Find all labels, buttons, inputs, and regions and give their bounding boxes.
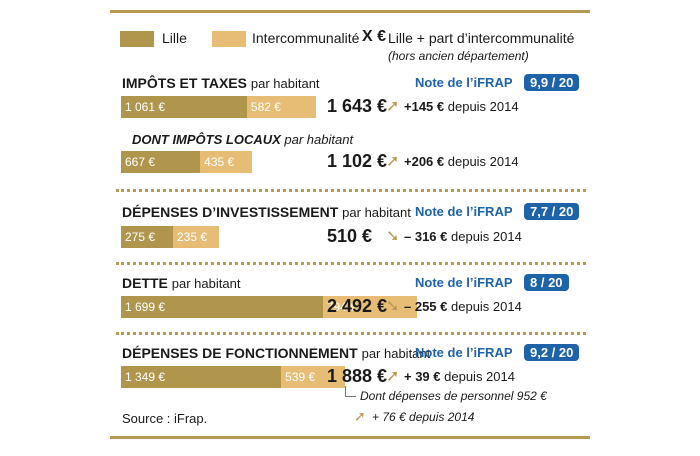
legend-x-label: Lille + part d’intercommunalité bbox=[388, 30, 575, 46]
bar-fonctionnement: 1 349 € 539 € bbox=[121, 366, 346, 388]
arrow-down-icon: ➘ bbox=[386, 228, 400, 245]
note-label: Note de l’iFRAP bbox=[415, 345, 513, 360]
section-title-text: IMPÔTS ET TAXES bbox=[122, 75, 247, 91]
section-title-impots-locaux: DONT IMPÔTS LOCAUX par habitant bbox=[132, 132, 353, 147]
arrow-up-icon: ➚ bbox=[386, 368, 400, 385]
personnel-note: Dont dépenses de personnel 952 € bbox=[360, 389, 547, 403]
section-title-text: DETTE bbox=[122, 275, 168, 291]
note-label: Note de l’iFRAP bbox=[415, 275, 513, 290]
note-label: Note de l’iFRAP bbox=[415, 204, 513, 219]
section-per-text: par habitant bbox=[171, 276, 241, 291]
section-per-text: par habitant bbox=[250, 76, 320, 91]
total-investissement: 510 € bbox=[327, 226, 373, 246]
divider bbox=[116, 189, 586, 192]
change-suffix: depuis 2014 bbox=[447, 99, 519, 114]
bar-segment-inter: 539 € bbox=[281, 366, 346, 388]
bar-segment-inter: 582 € bbox=[246, 96, 316, 118]
section-title-fonctionnement: DÉPENSES DE FONCTIONNEMENT par habitant bbox=[122, 345, 430, 361]
bar-dette: 1 699 € 794 € bbox=[121, 296, 417, 318]
bar-segment-inter: 794 € bbox=[322, 296, 417, 318]
connector-line bbox=[345, 386, 356, 397]
note-badge: 9,2 / 20 bbox=[524, 344, 580, 361]
legend-label-lille: Lille bbox=[162, 30, 187, 46]
top-rule bbox=[110, 10, 590, 13]
section-title-text: DONT IMPÔTS LOCAUX bbox=[132, 132, 281, 147]
section-per-text: par habitant bbox=[361, 346, 431, 361]
bottom-rule bbox=[110, 436, 590, 439]
note-badge: 9,9 / 20 bbox=[524, 74, 580, 91]
arrow-up-icon: ➚ bbox=[386, 153, 400, 170]
section-per-text: par habitant bbox=[342, 205, 411, 220]
bar-impots: 1 061 € 582 € bbox=[121, 96, 316, 118]
bar-impots-locaux: 667 € 435 € bbox=[121, 151, 252, 173]
legend-swatch-inter bbox=[212, 31, 246, 47]
legend-label-inter: Intercommunalité bbox=[252, 30, 360, 46]
arrow-down-icon: ➘ bbox=[386, 298, 400, 315]
personnel-change: + 76 € depuis 2014 bbox=[372, 410, 475, 424]
section-per-text: par habitant bbox=[284, 132, 354, 147]
bar-segment-lille: 1 349 € bbox=[121, 366, 282, 388]
arrow-up-icon: ➚ bbox=[354, 408, 366, 424]
change-impots-locaux: +206 € depuis 2014 bbox=[404, 154, 519, 169]
note-badge: 8 / 20 bbox=[524, 274, 569, 291]
total-impots-locaux: 1 102 € bbox=[327, 151, 388, 171]
total-fonctionnement: 1 888 € bbox=[327, 366, 388, 386]
section-title-impots: IMPÔTS ET TAXES par habitant bbox=[122, 75, 320, 91]
bar-segment-inter: 435 € bbox=[200, 151, 252, 173]
change-impots: +145 € depuis 2014 bbox=[404, 99, 519, 114]
legend-x-symbol: X € bbox=[362, 28, 387, 45]
change-fonctionnement: + 39 € depuis 2014 bbox=[404, 369, 515, 384]
section-title-investissement: DÉPENSES D’INVESTISSEMENT par habitant bbox=[122, 204, 411, 220]
divider bbox=[116, 332, 586, 335]
divider bbox=[116, 262, 586, 265]
bar-segment-lille: 1 699 € bbox=[121, 296, 323, 318]
change-value: – 255 € bbox=[404, 299, 448, 314]
bar-segment-lille: 667 € bbox=[121, 151, 201, 173]
change-value: – 316 € bbox=[404, 229, 448, 244]
total-dette: 2 492 € bbox=[327, 296, 388, 316]
arrow-up-icon: ➚ bbox=[386, 98, 400, 115]
change-dette: – 255 € depuis 2014 bbox=[404, 299, 522, 314]
bar-segment-lille: 1 061 € bbox=[121, 96, 247, 118]
change-suffix: depuis 2014 bbox=[451, 229, 522, 244]
legend-x-note: (hors ancien département) bbox=[388, 49, 529, 63]
change-value: +206 € bbox=[404, 154, 445, 169]
section-title-text: DÉPENSES D’INVESTISSEMENT bbox=[122, 204, 339, 220]
section-title-text: DÉPENSES DE FONCTIONNEMENT bbox=[122, 345, 358, 361]
change-value: +145 € bbox=[404, 99, 445, 114]
change-investissement: – 316 € depuis 2014 bbox=[404, 229, 522, 244]
bar-investissement: 275 € 235 € bbox=[121, 226, 219, 248]
note-label: Note de l’iFRAP bbox=[415, 75, 513, 90]
bar-segment-inter: 235 € bbox=[173, 226, 219, 248]
note-badge: 7,7 / 20 bbox=[524, 203, 580, 220]
total-impots: 1 643 € bbox=[327, 96, 388, 116]
change-suffix: depuis 2014 bbox=[444, 369, 515, 384]
change-suffix: depuis 2014 bbox=[451, 299, 522, 314]
source-note: Source : iFrap. bbox=[122, 411, 208, 426]
legend-swatch-lille bbox=[120, 31, 154, 47]
change-suffix: depuis 2014 bbox=[447, 154, 519, 169]
section-title-dette: DETTE par habitant bbox=[122, 275, 240, 291]
change-value: + 39 € bbox=[404, 369, 441, 384]
legend: Lille Intercommunalité X € Lille + part … bbox=[120, 28, 580, 72]
bar-segment-lille: 275 € bbox=[121, 226, 173, 248]
